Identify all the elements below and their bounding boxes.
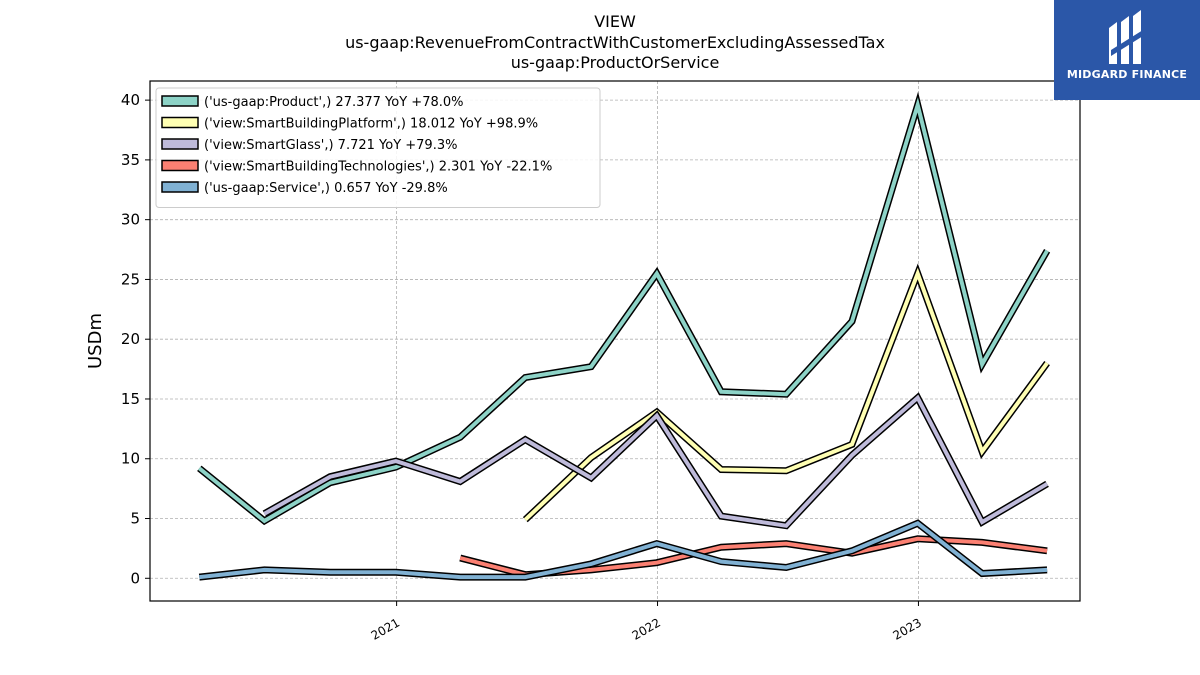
legend-label: ('view:SmartGlass',) 7.721 YoY +79.3% [204, 138, 457, 153]
legend-swatch [161, 95, 199, 107]
legend-item: ('us-gaap:Product',) 27.377 YoY +78.0% [161, 95, 464, 110]
chart-title: VIEW us-gaap:RevenueFromContractWithCust… [345, 12, 885, 72]
plot-frame [149, 80, 1081, 602]
legend-label: ('view:SmartBuildingPlatform',) 18.012 Y… [204, 117, 538, 132]
midgard-finance-logo: MIDGARD FINANCE [1054, 0, 1200, 100]
y-tick-label: 35 [121, 151, 140, 169]
y-tick-label: 40 [121, 91, 140, 109]
series-4 [198, 519, 1048, 581]
legend-box [155, 87, 601, 208]
y-tick-label: 10 [121, 450, 140, 468]
legend: ('us-gaap:Product',) 27.377 YoY +78.0% ('… [155, 87, 601, 208]
chart-title-line-1: VIEW [594, 12, 636, 31]
y-tick-label: 15 [121, 390, 140, 408]
y-axis-ticks: 0 5 10 15 20 25 30 35 40 [121, 91, 150, 587]
legend-item: ('view:SmartBuildingPlatform',) 18.012 Y… [161, 116, 538, 132]
legend-item: ('view:SmartBuildingTechnologies',) 2.30… [161, 159, 552, 175]
chart-title-line-3: us-gaap:ProductOrService [511, 53, 720, 72]
series-1 [522, 263, 1050, 523]
y-tick-label: 25 [121, 270, 140, 288]
x-tick-label: 2023 [890, 615, 923, 642]
x-axis-ticks: 2021 2022 2023 [369, 601, 924, 643]
chart-title-line-2: us-gaap:RevenueFromContractWithCustomerE… [345, 33, 885, 52]
series-line [523, 267, 1049, 522]
series-line [198, 97, 1049, 524]
legend-swatch [161, 181, 199, 193]
y-tick-label: 30 [121, 211, 140, 229]
legend-swatch [161, 159, 199, 172]
logo-mark-icon [1109, 10, 1143, 64]
y-tick-label: 0 [130, 569, 140, 587]
series-line [199, 521, 1048, 580]
y-axis-label: USDm [85, 313, 106, 369]
y-tick-label: 5 [130, 510, 140, 528]
series-2 [262, 392, 1049, 530]
legend-label: ('us-gaap:Product',) 27.377 YoY +78.0% [204, 95, 464, 110]
legend-label: ('view:SmartBuildingTechnologies',) 2.30… [204, 160, 552, 175]
series-lines [197, 91, 1051, 581]
x-tick-label: 2021 [369, 615, 402, 642]
legend-swatch [161, 138, 199, 150]
series-line [263, 394, 1049, 528]
series-0 [197, 91, 1051, 526]
legend-label: ('us-gaap:Service',) 0.657 YoY -29.8% [204, 181, 448, 196]
legend-item: ('us-gaap:Service',) 0.657 YoY -29.8% [161, 181, 448, 196]
grid [150, 81, 1080, 601]
x-tick-label: 2022 [630, 615, 663, 642]
logo-text: MIDGARD FINANCE [1066, 68, 1188, 81]
legend-item: ('view:SmartGlass',) 7.721 YoY +79.3% [161, 138, 457, 153]
y-tick-label: 20 [121, 330, 140, 348]
legend-swatch [161, 116, 199, 129]
